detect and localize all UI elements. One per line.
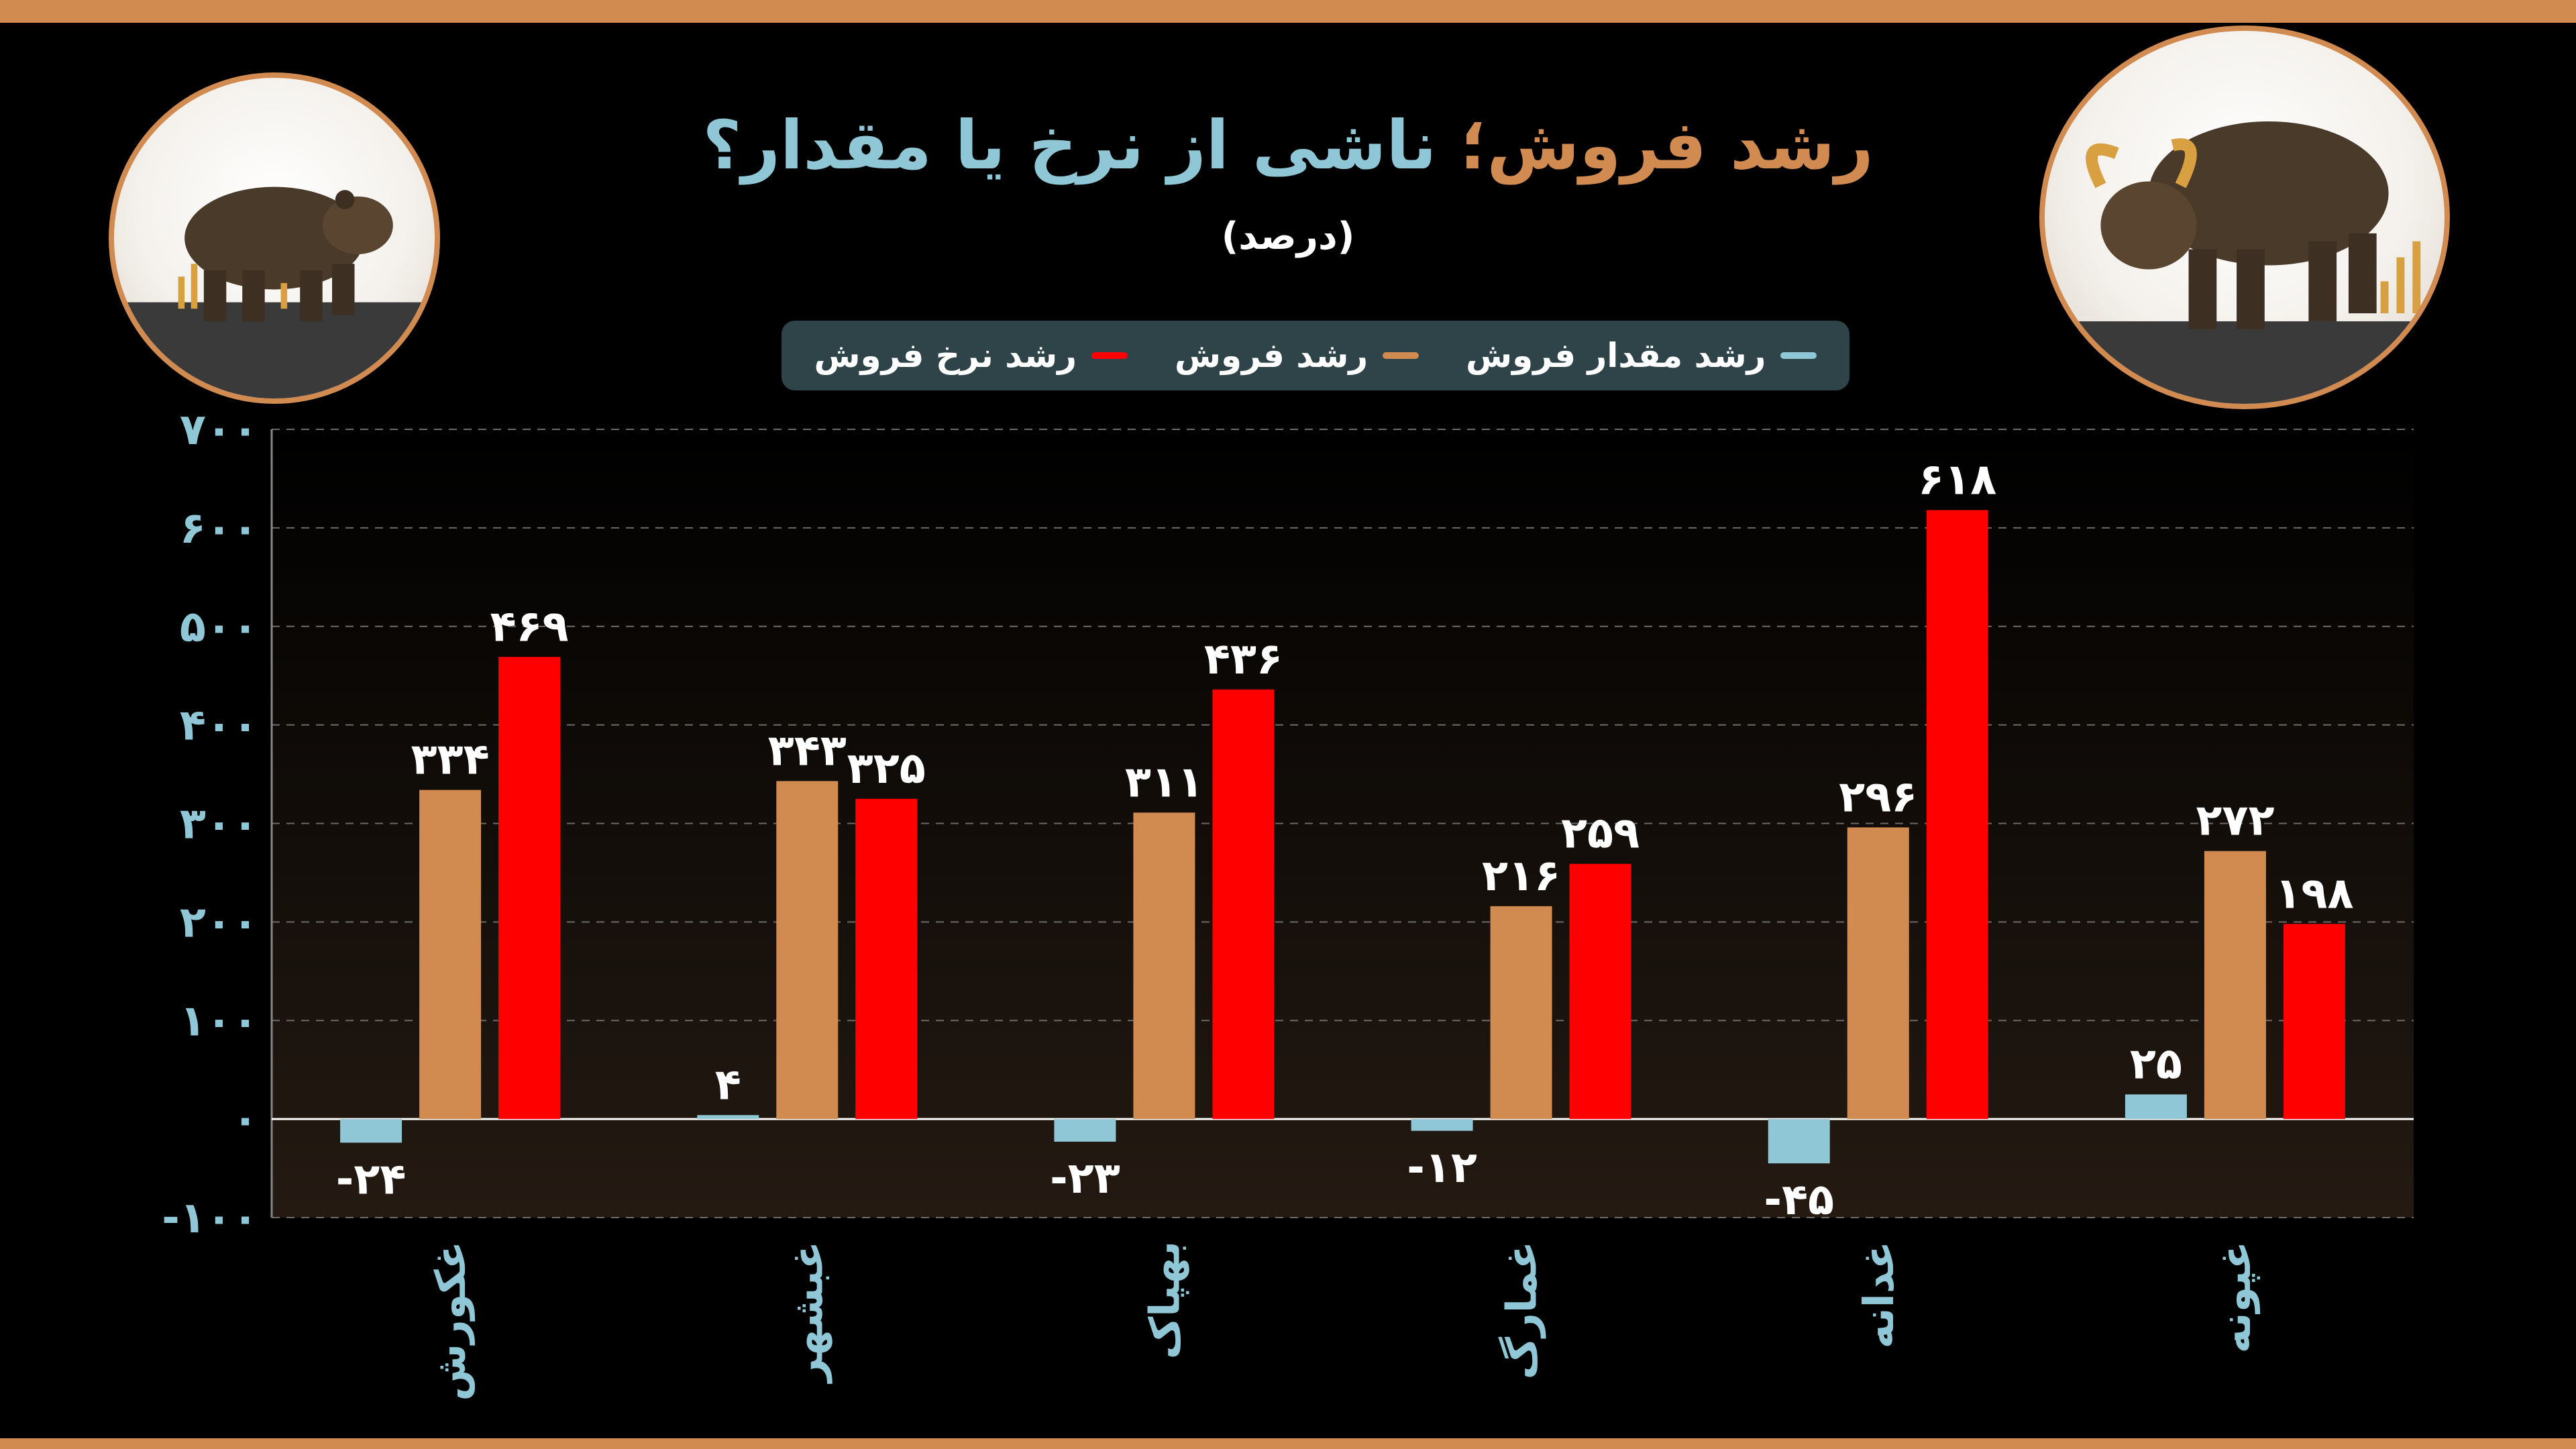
bar-0-3 — [1411, 1119, 1473, 1131]
data-label: -۱۲ — [1407, 1143, 1477, 1193]
bar-1-0 — [419, 790, 482, 1120]
y-tick-label: ۵۰۰ — [180, 602, 258, 652]
top-stripe — [0, 0, 2576, 23]
bear-icon — [109, 72, 440, 404]
x-tick-label: غدانه — [1854, 1241, 1903, 1348]
y-tick-label: ۶۰۰ — [180, 504, 258, 553]
x-tick-label: بهپاک — [1140, 1241, 1189, 1359]
chart-legend: رشد مقدار فروش رشد فروش رشد نرخ فروش — [782, 321, 1849, 390]
data-label: ۲۵۹ — [1561, 809, 1640, 859]
bar-2-5 — [2283, 924, 2345, 1120]
x-tick-label: غبشهر — [783, 1241, 832, 1384]
data-label: ۳۳۴ — [411, 735, 489, 785]
data-label: ۴ — [715, 1060, 741, 1110]
y-tick-label: ۰ — [232, 1095, 258, 1144]
bottom-stripe — [0, 1438, 2576, 1449]
bar-1-5 — [2204, 851, 2266, 1120]
data-label: ۶۱۸ — [1918, 455, 1996, 504]
legend-item-quantity: رشد مقدار فروش — [1466, 336, 1817, 375]
legend-swatch-price — [1091, 352, 1128, 359]
bar-2-1 — [855, 798, 918, 1120]
bar-2-0 — [498, 657, 561, 1120]
data-label: ۳۱۱ — [1125, 757, 1203, 807]
data-label: ۳۲۵ — [847, 744, 926, 794]
bar-0-0 — [340, 1119, 402, 1143]
bull-icon — [2039, 25, 2450, 409]
legend-item-sales: رشد فروش — [1175, 336, 1419, 375]
data-label: -۲۳ — [1050, 1154, 1120, 1203]
chart-title: رشد فروش؛ ناشی از نرخ یا مقدار؟ — [0, 106, 2576, 184]
data-label: ۴۳۶ — [1204, 635, 1283, 684]
y-tick-label: -۱۰۰ — [162, 1193, 258, 1243]
bar-1-4 — [1847, 827, 1909, 1120]
data-label: ۳۴۳ — [768, 726, 847, 775]
legend-item-price: رشد نرخ فروش — [814, 336, 1128, 375]
y-tick-label: ۱۰۰ — [180, 996, 258, 1046]
x-tick-label: غپونه — [2211, 1241, 2260, 1353]
data-label: ۱۹۸ — [2275, 869, 2353, 918]
y-tick-label: ۷۰۰ — [180, 405, 258, 455]
bar-1-1 — [776, 781, 839, 1120]
data-label: ۲۷۲ — [2196, 796, 2274, 846]
x-tick-label: غکورش — [426, 1241, 475, 1401]
data-label: ۲۱۶ — [1482, 851, 1560, 901]
data-label: ۲۹۶ — [1839, 772, 1917, 822]
data-label: ۴۶۹ — [490, 602, 568, 651]
data-label: ۲۵ — [2130, 1039, 2182, 1089]
bar-2-3 — [1569, 863, 1631, 1120]
legend-swatch-sales — [1383, 352, 1419, 359]
title-main: ناشی از نرخ یا مقدار؟ — [702, 106, 1437, 184]
y-tick-label: ۳۰۰ — [180, 800, 258, 849]
bar-0-1 — [697, 1115, 759, 1120]
chart-subtitle: (درصد) — [1221, 215, 1355, 258]
bar-1-3 — [1490, 906, 1552, 1120]
legend-label-quantity: رشد مقدار فروش — [1466, 336, 1766, 375]
bar-0-5 — [2125, 1094, 2187, 1120]
title-accent: رشد فروش؛ — [1460, 106, 1874, 184]
legend-swatch-quantity — [1780, 352, 1817, 359]
legend-label-price: رشد نرخ فروش — [814, 336, 1077, 375]
bar-0-4 — [1768, 1119, 1830, 1164]
bar-0-2 — [1054, 1119, 1116, 1142]
y-tick-label: ۴۰۰ — [180, 701, 258, 751]
data-label: -۴۵ — [1764, 1175, 1834, 1225]
data-label: -۲۴ — [336, 1155, 407, 1204]
x-tick-label: غمارگ — [1497, 1241, 1546, 1379]
bar-2-4 — [1926, 510, 1988, 1120]
legend-label-sales: رشد فروش — [1174, 336, 1368, 375]
bar-1-2 — [1133, 812, 1195, 1120]
y-tick-label: ۲۰۰ — [180, 898, 258, 947]
bar-2-2 — [1212, 689, 1275, 1120]
